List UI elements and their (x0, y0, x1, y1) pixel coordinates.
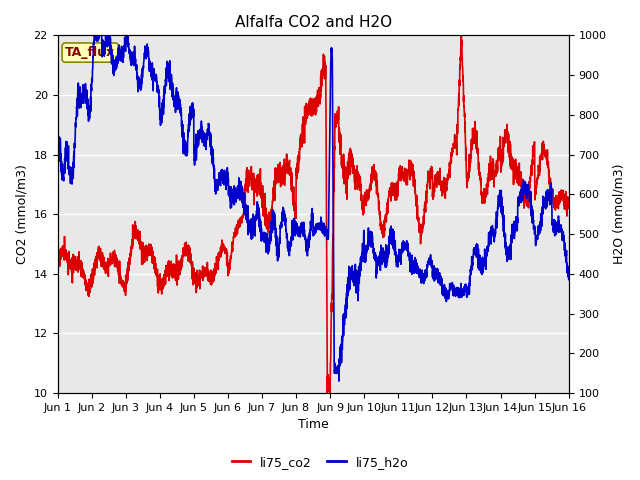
X-axis label: Time: Time (298, 419, 328, 432)
Title: Alfalfa CO2 and H2O: Alfalfa CO2 and H2O (235, 15, 392, 30)
Y-axis label: H2O (mmol/m3): H2O (mmol/m3) (612, 164, 625, 264)
Legend: li75_co2, li75_h2o: li75_co2, li75_h2o (227, 451, 413, 474)
Text: TA_flux: TA_flux (65, 46, 115, 59)
Y-axis label: CO2 (mmol/m3): CO2 (mmol/m3) (15, 164, 28, 264)
